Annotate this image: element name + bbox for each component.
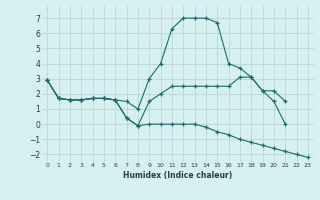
X-axis label: Humidex (Indice chaleur): Humidex (Indice chaleur) — [123, 171, 232, 180]
